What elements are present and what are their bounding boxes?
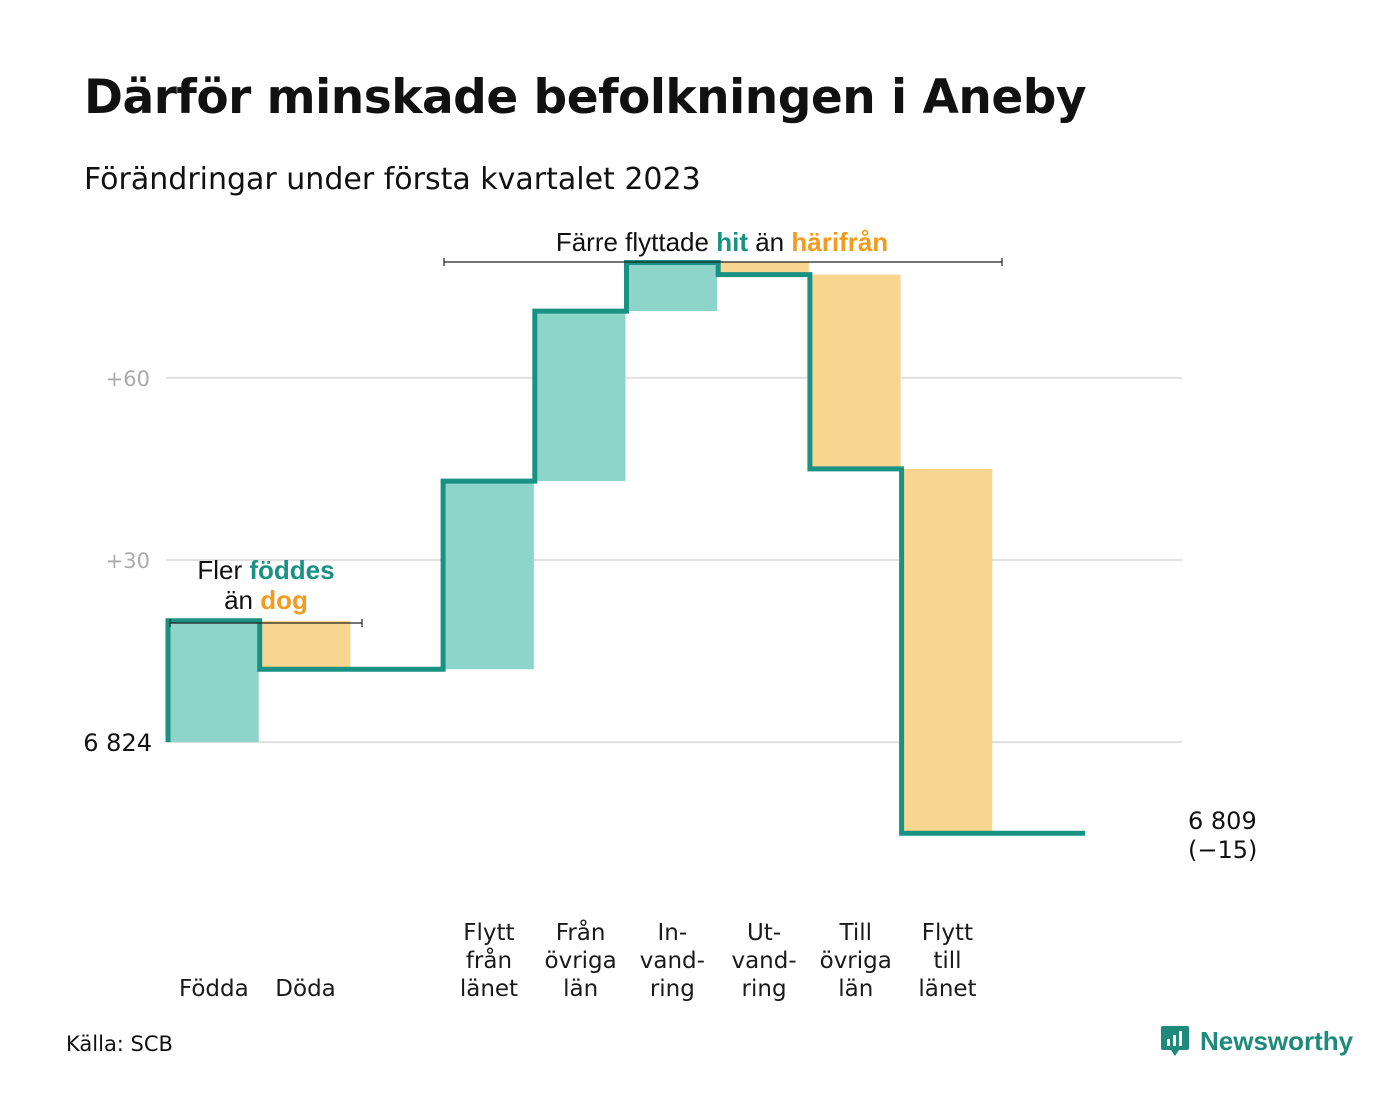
category-label: Flytt [463, 920, 514, 946]
category-label: till [933, 948, 961, 974]
natural-annotation-line2: än dog [224, 585, 308, 615]
waterfall-bar [719, 262, 809, 275]
category-label: länet [918, 976, 976, 1002]
natural-annotation-line1: Fler föddes [197, 555, 334, 585]
annotation-highlight-hit: föddes [249, 555, 334, 585]
category-label: Födda [179, 976, 249, 1002]
annotation-highlight-hit: hit [716, 227, 748, 257]
category-label: vand- [640, 948, 705, 974]
cumulative-step-line [165, 260, 1085, 836]
category-label: Från [556, 918, 606, 946]
category-label: ring [650, 976, 695, 1002]
grid-layer: +60 +30 [106, 367, 1182, 744]
category-label: länet [460, 976, 518, 1002]
annotation-highlight-away: dog [260, 585, 308, 615]
bar-layer [169, 262, 993, 834]
category-label: ring [742, 976, 787, 1002]
category-label: vand- [731, 948, 796, 974]
category-label: län [563, 976, 598, 1002]
waterfall-bar [810, 274, 901, 469]
category-label: län [838, 976, 873, 1002]
waterfall-bar [627, 262, 718, 312]
chart-subtitle: Förändringar under första kvartalet 2023 [84, 162, 701, 197]
waterfall-bar [169, 620, 259, 743]
category-label: övriga [820, 948, 892, 974]
line-layer [165, 260, 1085, 836]
waterfall-bar [902, 468, 993, 834]
waterfall-bar [535, 311, 626, 482]
category-label: In- [658, 920, 688, 946]
start-value-label: 6 824 [83, 729, 152, 757]
waterfall-bar [444, 481, 534, 670]
chart-title: Därför minskade befolkningen i Aneby [84, 70, 1087, 125]
y-tick-label: +60 [106, 367, 150, 391]
category-label: Flytt [922, 920, 973, 946]
category-label: Döda [275, 976, 335, 1002]
annotation-text: än [224, 585, 260, 615]
category-label: Till [838, 920, 872, 946]
category-label: övriga [545, 948, 617, 974]
brand-logo: Newsworthy [1160, 1024, 1353, 1058]
category-label: Ut- [747, 920, 781, 946]
end-change-label: (−15) [1188, 836, 1257, 864]
annotation-highlight-away: härifrån [791, 227, 888, 257]
source-note: Källa: SCB [66, 1032, 173, 1056]
label-layer: Födda DödaFlyttfrånlänetFrånövrigalänIn-v… [83, 729, 1257, 1002]
annotation-text: Färre flyttade [556, 227, 716, 257]
migration-annotation-text: Färre flyttade hit än härifrån [556, 227, 888, 257]
waterfall-bar [260, 620, 351, 670]
brand-name: Newsworthy [1200, 1025, 1354, 1056]
category-label: från [466, 946, 512, 974]
annotation-text: än [748, 227, 791, 257]
newsworthy-logo-icon [1161, 1026, 1189, 1056]
annotation-text: Fler [197, 555, 249, 585]
y-tick-label: +30 [106, 549, 150, 573]
end-value-label: 6 809 [1188, 807, 1257, 835]
